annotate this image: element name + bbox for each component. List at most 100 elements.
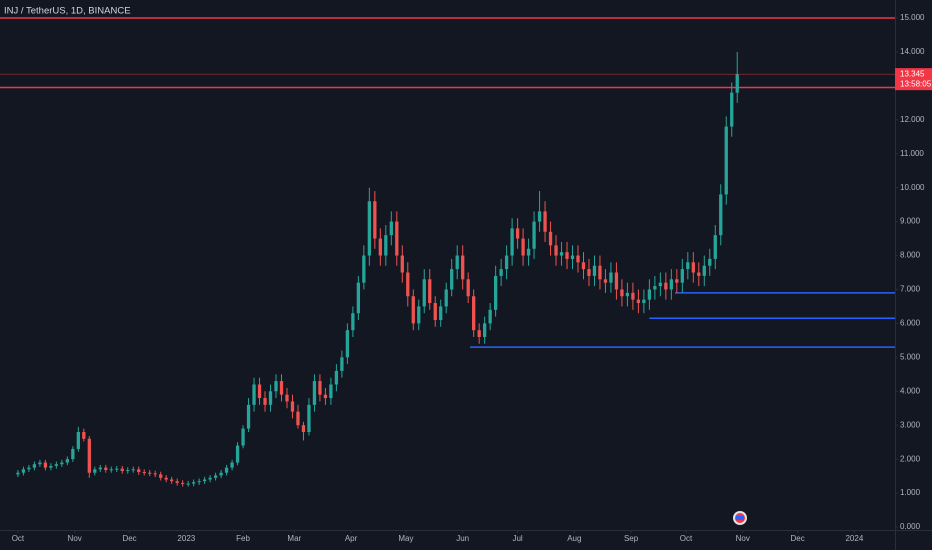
x-tick-label: Apr [345, 534, 358, 543]
candle-body [483, 323, 487, 337]
candle-body [587, 269, 591, 276]
candle-body [235, 445, 240, 463]
candle-body [417, 306, 421, 324]
candle-body [224, 467, 229, 473]
candle-body [592, 265, 597, 276]
candle-body [631, 292, 635, 300]
candle-body [653, 286, 657, 290]
candle-body [208, 477, 212, 480]
y-tick-label: 10.000 [900, 183, 925, 192]
candle-body [252, 384, 256, 405]
candle-body [274, 381, 278, 392]
candle-body [543, 211, 547, 232]
candle-body [603, 279, 608, 283]
candle-body [680, 269, 684, 283]
candle-body [246, 404, 251, 429]
candle-body [493, 275, 498, 310]
candle-body [444, 289, 448, 307]
candle-body [175, 481, 179, 483]
candle-body [559, 252, 564, 256]
candle-body [598, 265, 602, 280]
y-tick-label: 4.000 [900, 386, 921, 395]
countdown-label: 13:58:05 [900, 79, 932, 88]
y-tick-label: 1.000 [900, 488, 921, 497]
candle-body [109, 469, 113, 471]
x-tick-label: 2023 [177, 534, 195, 543]
candle-body [356, 282, 361, 314]
candle-body [576, 255, 580, 263]
candle-body [526, 248, 531, 256]
y-tick-label: 6.000 [900, 319, 921, 328]
candle-body [406, 272, 410, 297]
x-tick-label: 2024 [845, 534, 863, 543]
candle-body [466, 279, 470, 297]
y-tick-label: 12.000 [900, 115, 925, 124]
x-tick-label: Sep [624, 534, 639, 543]
candle-body [686, 262, 690, 270]
y-tick-label: 8.000 [900, 251, 921, 260]
y-tick-label: 7.000 [900, 285, 921, 294]
candle-body [499, 269, 503, 276]
candle-body [521, 238, 525, 256]
candle-body [428, 279, 432, 304]
candle-body [614, 272, 619, 290]
candle-body [378, 238, 382, 256]
candle-body [620, 289, 624, 297]
candle-body [548, 231, 553, 246]
logo-badge[interactable] [733, 511, 747, 525]
candle-body [142, 472, 146, 474]
candle-body [38, 462, 42, 465]
y-tick-label: 5.000 [900, 352, 921, 361]
candle-body [532, 221, 536, 249]
candle-body [389, 221, 393, 236]
candle-body [708, 258, 712, 266]
candle-body [104, 467, 108, 471]
candle-body [296, 411, 300, 426]
candle-body [625, 292, 630, 297]
candle-body [609, 272, 613, 283]
y-tick-label: 9.000 [900, 217, 921, 226]
x-tick-label: Jul [512, 534, 522, 543]
candle-body [675, 279, 679, 283]
x-tick-label: Nov [736, 534, 750, 543]
candle-body [570, 255, 575, 259]
candle-body [735, 74, 739, 93]
x-tick-label: Jun [456, 534, 469, 543]
candle-body [318, 381, 322, 395]
candle-body [257, 384, 262, 399]
candle-body [367, 201, 371, 256]
y-tick-label: 15.000 [900, 13, 925, 22]
candle-body [384, 235, 388, 256]
candle-body [87, 438, 91, 473]
candle-body [312, 381, 317, 405]
candle-body [488, 309, 492, 324]
candle-body [98, 467, 102, 470]
candle-body [515, 228, 520, 239]
candle-body [126, 470, 130, 472]
candle-body [510, 228, 514, 256]
candle-body [439, 306, 443, 321]
candle-body [65, 459, 70, 463]
candle-body [137, 469, 141, 473]
x-tick-label: Oct [12, 534, 25, 543]
candle-body [241, 428, 245, 446]
candle-body [301, 425, 306, 432]
last-price-box [895, 68, 932, 91]
candle-body [554, 245, 558, 256]
candle-body [713, 235, 717, 259]
candle-body [170, 479, 174, 482]
candle-body [433, 303, 437, 321]
candle-body [565, 252, 569, 259]
candle-body [504, 255, 509, 270]
candle-body [54, 464, 59, 466]
candle-body [60, 462, 64, 465]
y-tick-label: 3.000 [900, 420, 921, 429]
candle-body [345, 330, 350, 358]
candle-body [642, 299, 646, 304]
chart-title: INJ / TetherUS, 1D, BINANCE [4, 6, 131, 17]
candle-body [93, 469, 97, 473]
candle-body [27, 467, 31, 470]
candle-body [197, 481, 201, 483]
